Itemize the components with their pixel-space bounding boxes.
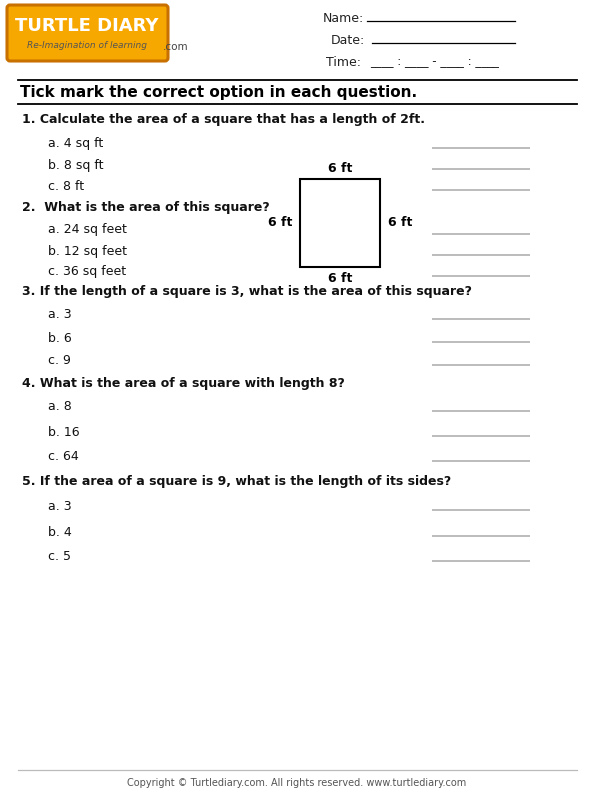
- Text: Copyright © Turtlediary.com. All rights reserved. www.turtlediary.com: Copyright © Turtlediary.com. All rights …: [127, 778, 466, 788]
- Text: 6 ft: 6 ft: [388, 217, 412, 230]
- Text: a. 8: a. 8: [48, 401, 72, 414]
- Text: 2.  What is the area of this square?: 2. What is the area of this square?: [22, 202, 270, 214]
- FancyBboxPatch shape: [7, 5, 168, 61]
- Text: b. 4: b. 4: [48, 526, 72, 538]
- Text: .com: .com: [163, 42, 189, 52]
- Text: 6 ft: 6 ft: [268, 217, 292, 230]
- Text: b. 16: b. 16: [48, 426, 80, 438]
- Text: Time:: Time:: [326, 55, 361, 69]
- Text: Date:: Date:: [331, 34, 365, 46]
- Text: c. 36 sq feet: c. 36 sq feet: [48, 266, 126, 278]
- Text: b. 6: b. 6: [48, 331, 72, 345]
- Text: b. 12 sq feet: b. 12 sq feet: [48, 245, 127, 258]
- Text: ____ : ____ - ____ : ____: ____ : ____ - ____ : ____: [370, 55, 499, 69]
- Text: c. 8 ft: c. 8 ft: [48, 179, 84, 193]
- Text: a. 4 sq ft: a. 4 sq ft: [48, 138, 104, 150]
- Text: 3. If the length of a square is 3, what is the area of this square?: 3. If the length of a square is 3, what …: [22, 286, 472, 298]
- Text: a. 24 sq feet: a. 24 sq feet: [48, 223, 127, 237]
- Text: Re-Imagination of learning: Re-Imagination of learning: [27, 42, 147, 50]
- Text: TURTLE DIARY: TURTLE DIARY: [15, 17, 159, 35]
- Text: c. 64: c. 64: [48, 450, 79, 463]
- Text: Tick mark the correct option in each question.: Tick mark the correct option in each que…: [20, 85, 417, 99]
- Text: 4. What is the area of a square with length 8?: 4. What is the area of a square with len…: [22, 378, 345, 390]
- Text: c. 5: c. 5: [48, 550, 71, 563]
- Text: a. 3: a. 3: [48, 309, 71, 322]
- Text: 6 ft: 6 ft: [328, 162, 352, 174]
- Bar: [300, 179, 380, 267]
- Text: Name:: Name:: [323, 11, 364, 25]
- Text: a. 3: a. 3: [48, 499, 71, 513]
- Text: 5. If the area of a square is 9, what is the length of its sides?: 5. If the area of a square is 9, what is…: [22, 475, 451, 489]
- Text: 1. Calculate the area of a square that has a length of 2ft.: 1. Calculate the area of a square that h…: [22, 113, 425, 126]
- Text: c. 9: c. 9: [48, 354, 71, 367]
- Text: 6 ft: 6 ft: [328, 271, 352, 285]
- Text: b. 8 sq ft: b. 8 sq ft: [48, 158, 104, 171]
